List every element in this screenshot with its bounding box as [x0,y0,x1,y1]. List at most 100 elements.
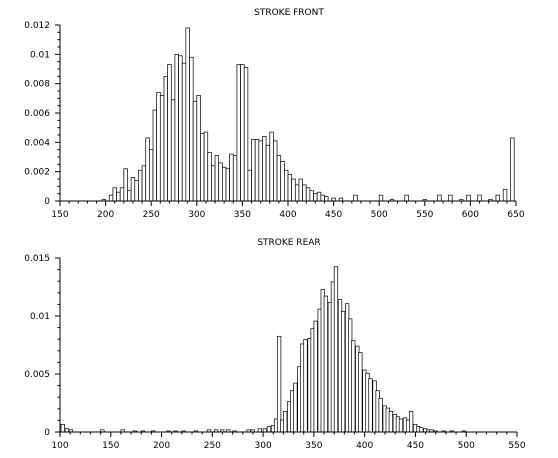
y-tick-label: 0.01 [30,50,50,60]
x-tick-label: 250 [143,210,160,220]
histogram-bar [211,165,216,202]
y-tick-label: 0.008 [24,80,50,90]
histogram-bar [302,184,307,202]
histogram-bar [232,155,238,202]
chart-title-stroke-rear: STROKE REAR [257,238,320,248]
histogram-bar [127,190,132,202]
x-tick-label: 350 [234,210,251,220]
histogram-bar [502,188,508,202]
histogram-bar [287,174,293,202]
histogram-bar [196,95,201,202]
y-tick-label: 0 [44,428,50,438]
histogram-bar [163,75,168,202]
histogram-bar [313,193,318,202]
histogram-bar [269,131,274,202]
histogram-bar [130,177,136,202]
x-tick-label: 150 [102,441,119,451]
x-tick-label: 400 [279,210,296,220]
histogram-bar [247,169,252,202]
histogram-bar [276,155,282,202]
histogram-bar [291,178,296,202]
histogram-bar [353,194,358,202]
histogram-bar [510,137,515,202]
histogram-bar [159,95,165,202]
histogram-bar [149,149,154,202]
x-tick-label: 500 [458,441,475,451]
histogram-bar [409,410,414,433]
x-tick-label: 300 [188,210,205,220]
histogram-bar [134,180,139,202]
histogram-bar [243,67,249,202]
histogram-bar [283,410,288,433]
histogram-stroke-rear: 100 150 200 250 300 350 400 450 500 550 0 0.005 0.01… [24,254,526,451]
histogram-bar [170,99,176,202]
histogram-bar [229,153,234,202]
histogram-bar [477,194,482,202]
histogram-bar [266,426,272,433]
histogram-bar [419,427,424,433]
y-tick-label: 0.015 [24,254,50,264]
histogram-bar [192,100,198,202]
histogram-bar [368,378,373,433]
y-tick-label: 0 [44,197,50,207]
y-tick-label: 0.012 [24,21,50,31]
x-tick-label: 650 [507,210,524,220]
histogram-bar [156,92,161,202]
histogram-bar [189,56,194,202]
histogram-bar [324,196,329,202]
histogram-bar [240,64,245,202]
histogram-bar [141,165,147,202]
x-tick-label: 250 [204,441,221,451]
histogram-bar [333,266,339,433]
histogram-bar [258,140,263,202]
histogram-bar [313,320,318,433]
y-tick-label: 0.004 [24,138,50,148]
x-tick-label: 500 [371,210,388,220]
x-tick-label: 100 [51,441,68,451]
histogram-bar [388,410,393,433]
histogram-bar [284,169,289,202]
histogram-bar [108,194,114,202]
histogram-bar [309,190,314,202]
histogram-bar [437,194,442,202]
histogram-bar [448,194,453,202]
x-tick-label: 550 [416,210,433,220]
histogram-bar [316,191,322,202]
histogram-bar [398,418,404,433]
histogram-bar [138,169,143,202]
x-tick-label: 150 [51,210,68,220]
histogram-bar [294,184,300,202]
histogram-bar [351,340,356,433]
histogram-bar [112,187,117,202]
histogram-stroke-front: 150 200 250 300 350 400 450 500 550 600 650 0 0.002 0… [24,21,525,220]
x-tick-label: 450 [407,441,424,451]
histogram-bar [207,152,212,202]
x-tick-label: 300 [255,441,272,451]
histogram-bar [466,194,471,202]
histogram-bar [320,194,325,202]
histogram-bar [200,133,205,202]
x-tick-label: 400 [356,441,373,451]
y-tick-label: 0.002 [24,168,50,178]
histogram-bar [221,166,227,202]
histogram-bar [276,335,282,433]
histogram-bar [262,136,267,202]
histogram-bar [273,140,278,202]
histogram-bar [251,139,256,202]
histogram-bar [225,168,230,202]
histogram-bar [303,339,308,433]
histogram-bar [152,109,158,202]
y-tick-label: 0.005 [24,370,50,380]
chart-title-stroke-front: STROKE FRONT [254,8,324,18]
histogram-bar [218,162,223,202]
histogram-bar [265,144,271,202]
histogram-bar [236,64,241,202]
histogram-bar [174,53,179,202]
x-tick-label: 200 [153,441,170,451]
histogram-bar [378,397,383,433]
histogram-bar [123,168,128,202]
histogram-bar [178,55,183,202]
histogram-bar [60,424,65,433]
histogram-bar [185,27,190,202]
